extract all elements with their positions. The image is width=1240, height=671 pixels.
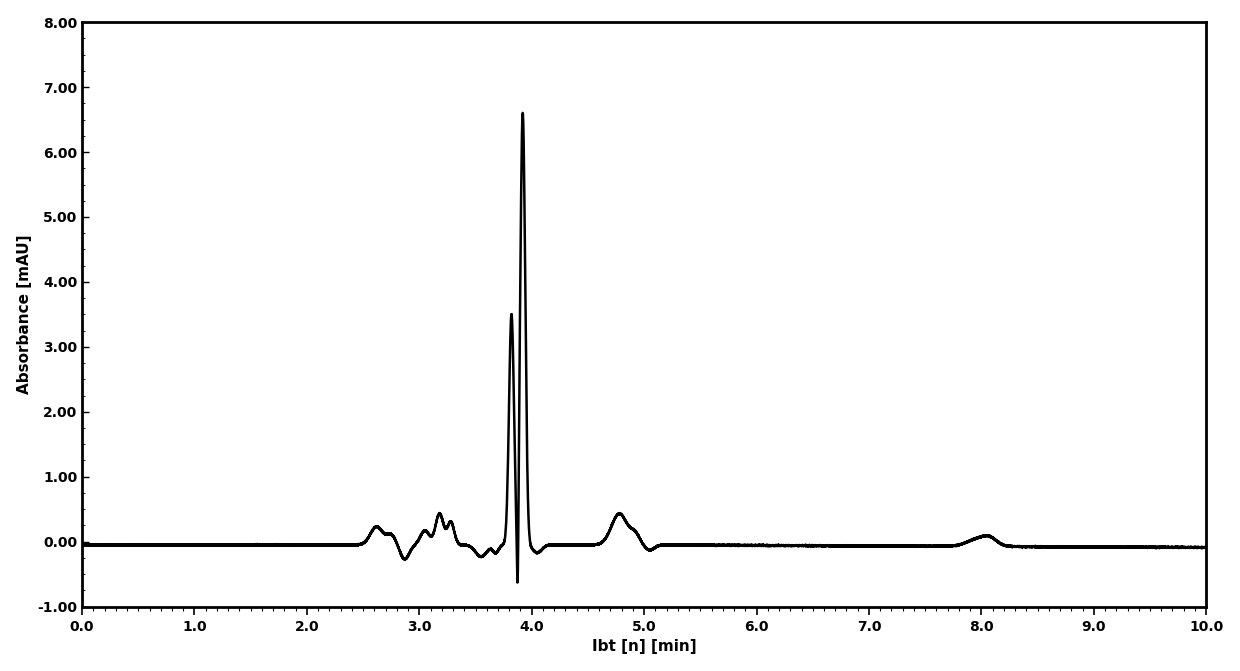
Y-axis label: Absorbance [mAU]: Absorbance [mAU] [16,235,32,394]
X-axis label: Ibt [n] [min]: Ibt [n] [min] [591,639,697,654]
